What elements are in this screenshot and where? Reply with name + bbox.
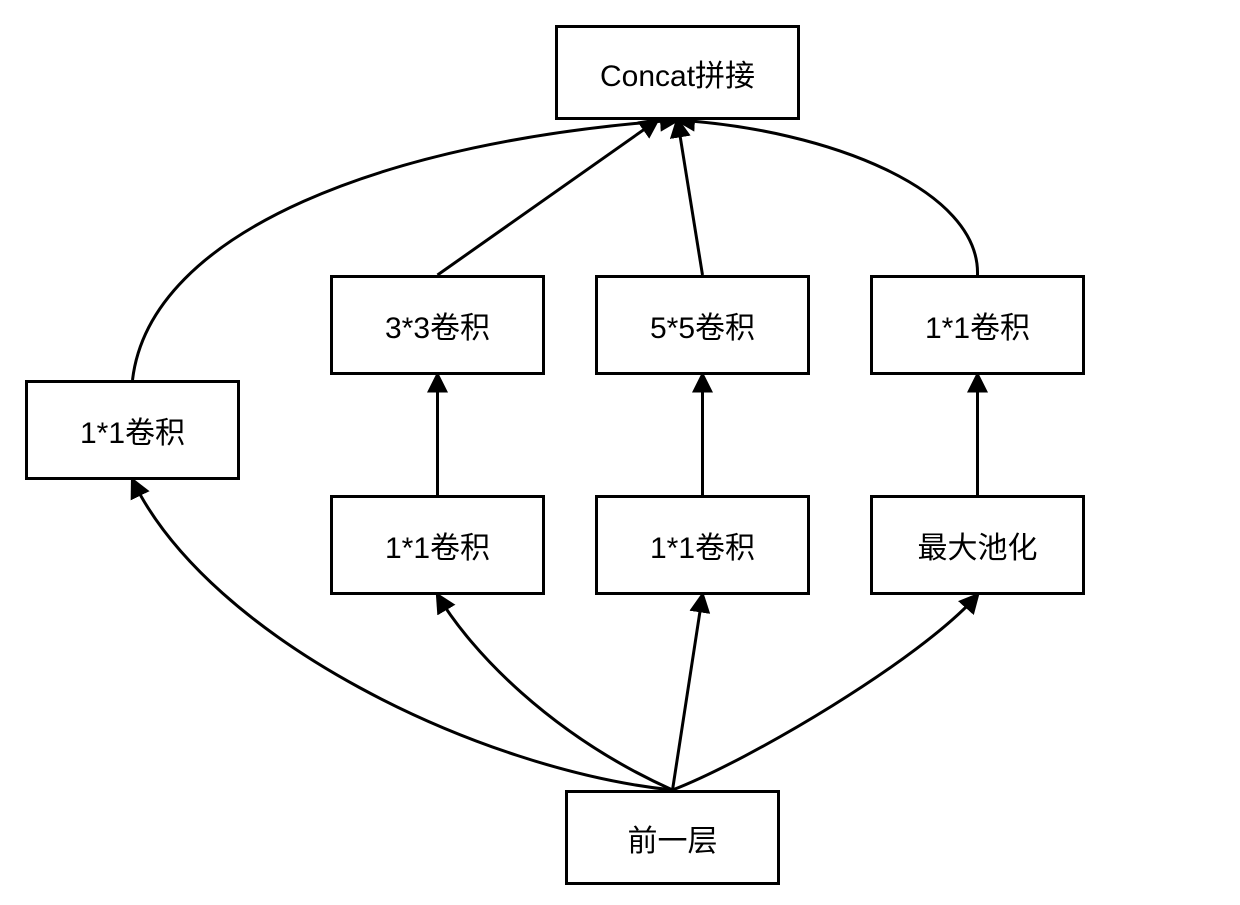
node-label: 5*5卷积	[650, 303, 755, 347]
node-conv5x5: 5*5卷积	[595, 275, 810, 375]
node-label: 1*1卷积	[385, 523, 490, 567]
node-label: 3*3卷积	[385, 303, 490, 347]
edge	[673, 595, 703, 790]
diagram-canvas: Concat拼接 3*3卷积 5*5卷积 1*1卷积 1*1卷积 1*1卷积 1…	[0, 0, 1240, 905]
node-prev: 前一层	[565, 790, 780, 885]
node-label: 1*1卷积	[80, 408, 185, 452]
edge	[678, 120, 978, 275]
edge	[438, 595, 673, 790]
edge	[438, 120, 658, 275]
node-conv1x1d: 1*1卷积	[870, 275, 1085, 375]
node-label: 最大池化	[918, 523, 1038, 567]
edge	[673, 595, 978, 790]
node-conv1x1b: 1*1卷积	[330, 495, 545, 595]
node-maxpool: 最大池化	[870, 495, 1085, 595]
node-conv1x1a: 1*1卷积	[25, 380, 240, 480]
node-label: 1*1卷积	[925, 303, 1030, 347]
node-conv1x1c: 1*1卷积	[595, 495, 810, 595]
node-label: 1*1卷积	[650, 523, 755, 567]
edge	[678, 120, 703, 275]
node-concat: Concat拼接	[555, 25, 800, 120]
node-label: Concat拼接	[600, 51, 755, 95]
node-conv3x3: 3*3卷积	[330, 275, 545, 375]
node-label: 前一层	[628, 816, 718, 860]
